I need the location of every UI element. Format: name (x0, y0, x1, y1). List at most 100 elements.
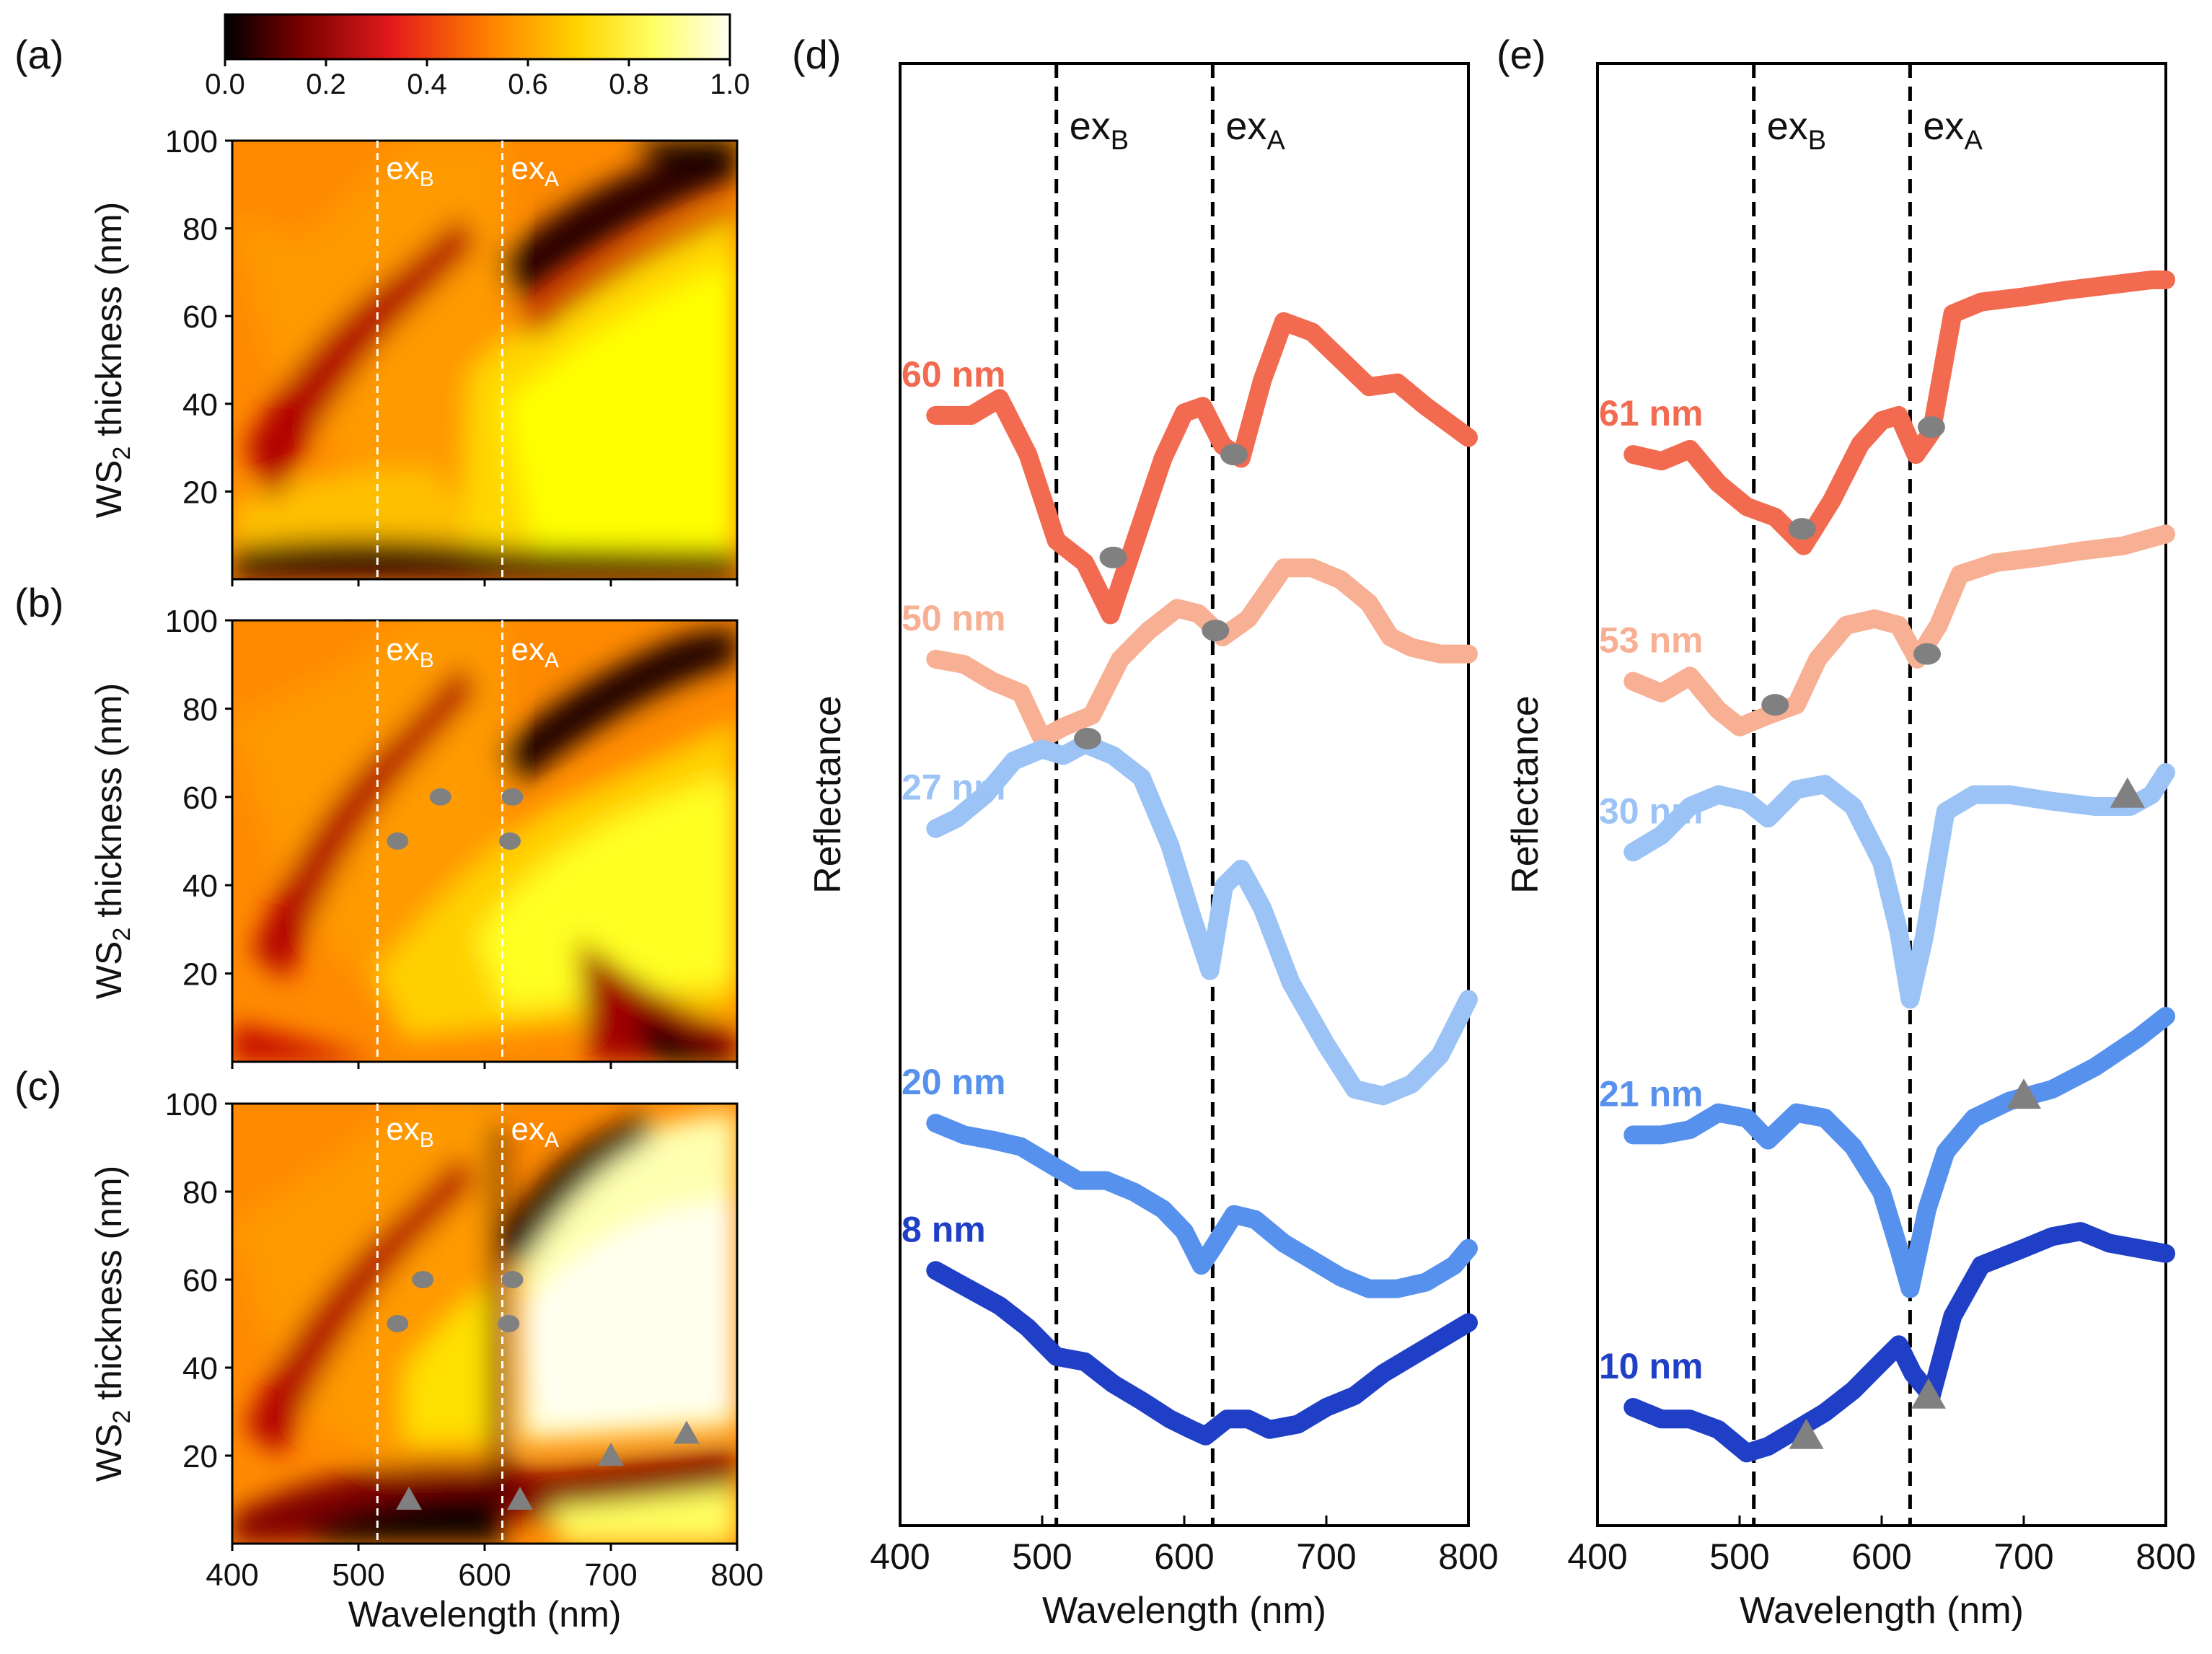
y-axis-label: Reflectance (807, 695, 849, 894)
circle-marker (501, 1271, 524, 1288)
circle-marker (498, 1315, 520, 1332)
x-axis-label: Wavelength (nm) (1042, 1590, 1326, 1632)
y-tick-label: 20 (182, 1439, 218, 1474)
reflectance-panel-e: exB exA 61 nm 53 nm 30 nm 21 nm 10 nm 400 500 600… (1504, 62, 2196, 1632)
triangle-marker (1789, 1418, 1824, 1449)
exciton-label: exB (386, 1112, 434, 1152)
y-tick-label: 40 (182, 868, 218, 904)
triangle-marker (674, 1420, 700, 1444)
heatmap-panel-a: exB exA 20 40 60 80 100 WS2 thickness (nm) (89, 124, 739, 586)
y-tick-label: 60 (182, 780, 218, 816)
series-label: 20 nm (902, 1062, 1006, 1102)
y-tick-label: 100 (165, 124, 218, 159)
triangle-marker (507, 1487, 533, 1510)
x-tick-label: 800 (710, 1557, 763, 1593)
x-tick-label: 500 (1012, 1536, 1072, 1577)
series-line (926, 1261, 1478, 1446)
y-tick-label: 20 (182, 475, 218, 510)
circle-marker (1917, 416, 1945, 439)
y-axis-label: WS2 thickness (nm) (89, 1166, 136, 1482)
series-label: 50 nm (902, 598, 1006, 638)
colorbar-gradient (224, 13, 731, 61)
y-tick-label: 80 (182, 1175, 218, 1210)
y-axis-label: WS2 thickness (nm) (89, 683, 136, 999)
circle-marker (1099, 546, 1127, 568)
panel-letter-b: (b) (14, 580, 63, 625)
panel-letter-c: (c) (14, 1063, 61, 1109)
y-tick-label: 100 (165, 604, 218, 639)
series-label: 27 nm (902, 767, 1006, 808)
series-line (926, 558, 1478, 748)
circle-marker (387, 832, 409, 850)
exciton-label: exB (386, 151, 434, 191)
circle-marker (1220, 444, 1248, 466)
y-tick-label: 60 (182, 299, 218, 335)
panel-letter-d: (d) (792, 32, 841, 77)
exciton-label: exA (511, 632, 560, 672)
panel-letter-a: (a) (14, 32, 63, 77)
y-tick-label: 100 (165, 1087, 218, 1122)
colorbar-tick-label: 0.4 (407, 69, 447, 100)
circle-marker (412, 1271, 434, 1288)
x-tick-label: 400 (206, 1557, 258, 1593)
triangle-marker (396, 1487, 422, 1510)
y-tick-label: 40 (182, 387, 218, 423)
y-axis-label: WS2 thickness (nm) (89, 202, 136, 518)
circle-marker (501, 788, 524, 806)
y-tick-label: 60 (182, 1263, 218, 1298)
y-axis-label: Reflectance (1504, 695, 1546, 894)
y-tick-label: 20 (182, 957, 218, 993)
x-tick-label: 700 (584, 1557, 637, 1593)
y-tick-label: 80 (182, 692, 218, 727)
circle-marker (387, 1315, 409, 1332)
exciton-label: exB (386, 632, 434, 672)
circle-marker (429, 788, 451, 806)
circle-marker (1761, 694, 1789, 716)
exciton-label: exA (1923, 105, 1983, 156)
series-label: 61 nm (1599, 393, 1704, 434)
series-label: 8 nm (902, 1209, 986, 1249)
heatmap-panel-c: exB exA 20 40 60 80 100 400 500 600 700 800 Waveleng… (89, 1087, 764, 1635)
triangle-marker (2006, 1078, 2041, 1109)
x-tick-label: 600 (1154, 1536, 1214, 1577)
x-tick-label: 800 (2136, 1536, 2195, 1577)
heatmap-panel-b: exB exA 20 40 60 80 100 WS2 thickness (nm) (89, 604, 739, 1069)
exciton-label: exA (1225, 105, 1285, 156)
series-line (1623, 1222, 2175, 1463)
exciton-label: exA (511, 151, 560, 191)
colorbar: 0.0 0.2 0.4 0.6 0.8 1.0 (205, 13, 750, 100)
x-axis-label: Wavelength (nm) (348, 1594, 622, 1635)
x-tick-label: 600 (1851, 1536, 1911, 1577)
x-tick-label: 700 (1296, 1536, 1356, 1577)
circle-marker (1202, 620, 1230, 642)
exciton-label: exB (1767, 105, 1826, 156)
triangle-marker (598, 1443, 624, 1466)
x-tick-label: 500 (1709, 1536, 1769, 1577)
y-tick-label: 40 (182, 1351, 218, 1386)
series-line (926, 1114, 1478, 1298)
triangle-marker (2110, 777, 2145, 808)
exciton-label: exA (511, 1112, 560, 1152)
series-line (1623, 1006, 2175, 1298)
circle-marker (499, 832, 521, 850)
colorbar-tick-label: 1.0 (710, 69, 750, 100)
colorbar-tick-label: 0.6 (508, 69, 548, 100)
series-label: 53 nm (1599, 620, 1704, 661)
circle-marker (1788, 518, 1816, 540)
series-line (1623, 524, 2175, 736)
series-line (926, 734, 1478, 1106)
series-line (1623, 763, 2175, 1009)
x-axis-label: Wavelength (nm) (1740, 1590, 2024, 1632)
series-label: 60 nm (902, 354, 1006, 395)
series-line (926, 312, 1478, 625)
circle-marker (1913, 643, 1942, 665)
x-tick-label: 500 (332, 1557, 384, 1593)
circle-marker (1074, 728, 1102, 750)
series-label: 10 nm (1599, 1346, 1704, 1386)
x-tick-label: 400 (870, 1536, 930, 1577)
x-tick-label: 400 (1567, 1536, 1627, 1577)
x-tick-label: 800 (1438, 1536, 1498, 1577)
exciton-label: exB (1070, 105, 1129, 156)
colorbar-tick-label: 0.2 (306, 69, 346, 100)
